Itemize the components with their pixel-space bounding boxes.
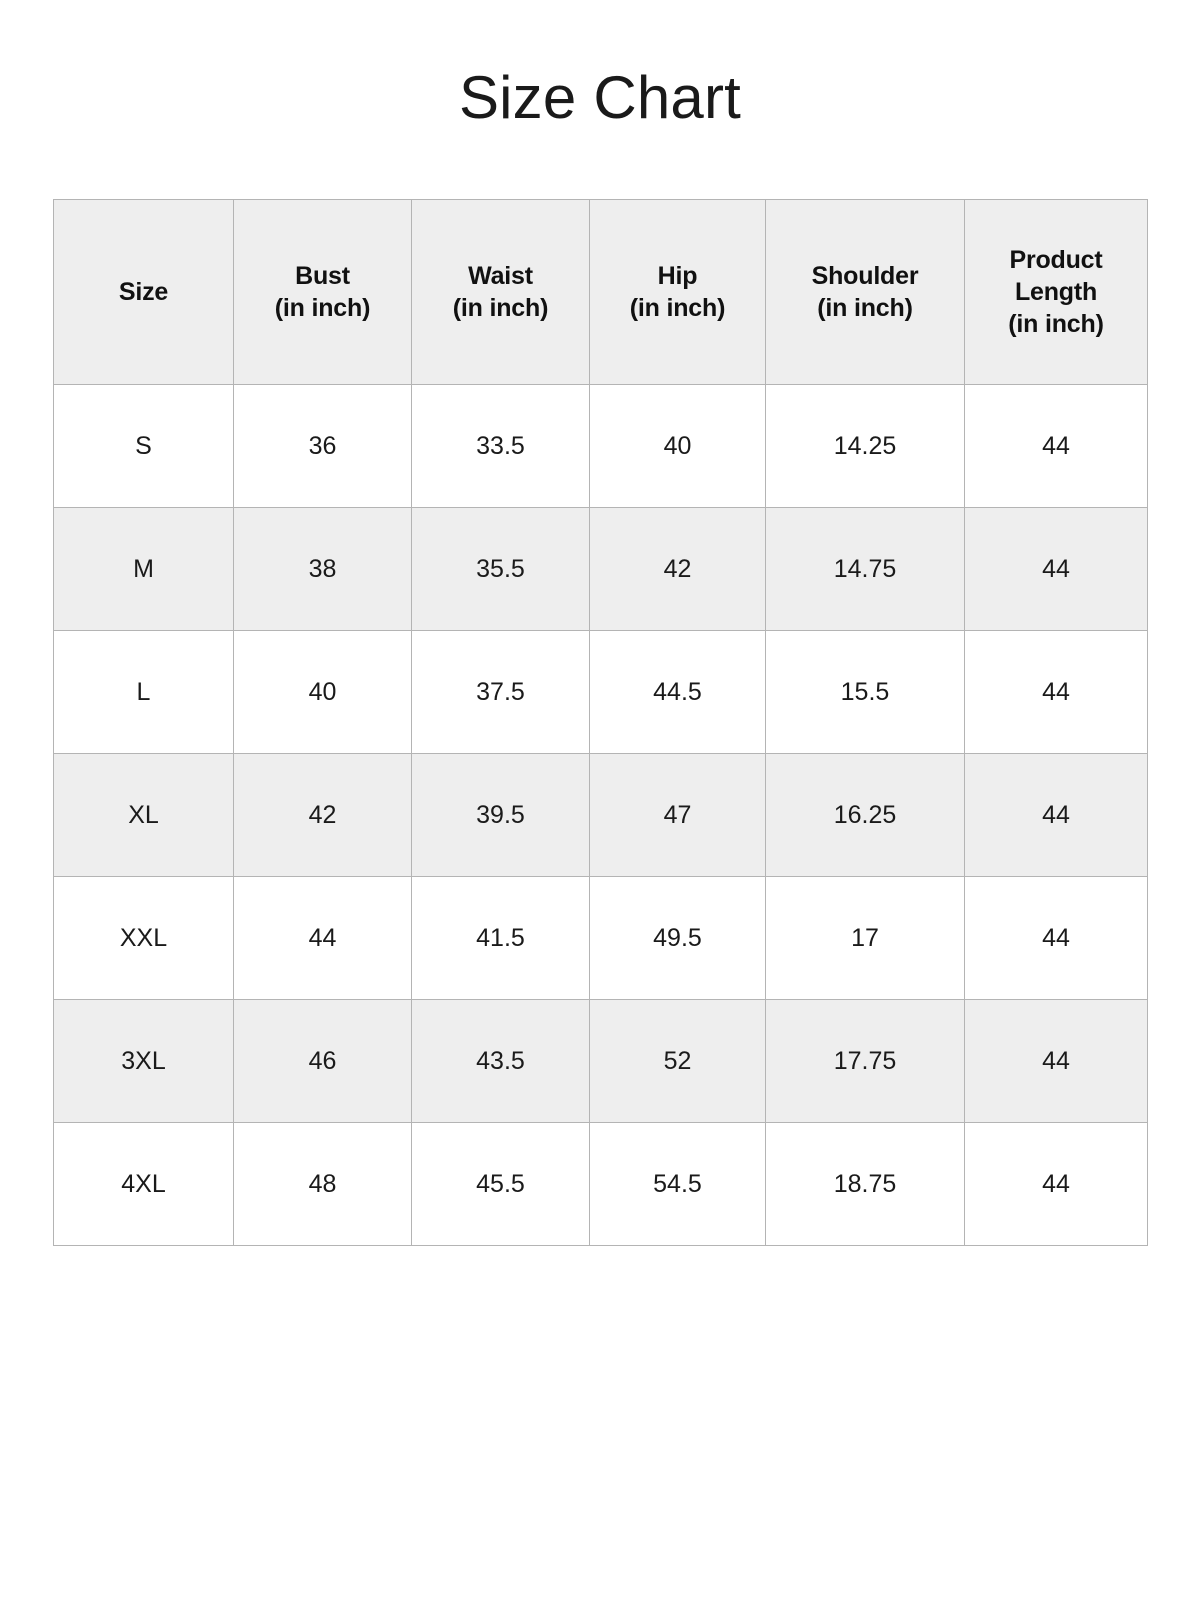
cell-waist: 41.5 (411, 876, 590, 1000)
cell-waist: 37.5 (411, 630, 590, 754)
cell-waist: 33.5 (411, 384, 590, 508)
cell-hip: 47 (589, 753, 766, 877)
cell-bust: 42 (233, 753, 412, 877)
cell-bust: 36 (233, 384, 412, 508)
cell-waist: 45.5 (411, 1122, 590, 1246)
column-header-waist-line2: (in inch) (452, 294, 549, 322)
cell-hip: 42 (589, 507, 766, 631)
cell-shoulder: 15.5 (765, 630, 965, 754)
column-header-product-length: Product Length (in inch) (964, 199, 1148, 385)
cell-size: M (53, 507, 234, 631)
column-header-bust-line2: (in inch) (274, 294, 371, 322)
cell-shoulder: 14.25 (765, 384, 965, 508)
cell-product-length: 44 (964, 876, 1148, 1000)
cell-waist: 35.5 (411, 507, 590, 631)
cell-product-length: 44 (964, 753, 1148, 877)
cell-shoulder: 17 (765, 876, 965, 1000)
table-header: Size Bust (in inch) Waist (in inch) Hip … (53, 199, 1148, 385)
column-header-waist-line1: Waist (468, 262, 533, 290)
column-header-product-length-line3: (in inch) (1008, 310, 1104, 338)
cell-product-length: 44 (964, 384, 1148, 508)
page-title: Size Chart (458, 64, 742, 131)
cell-hip: 52 (589, 999, 766, 1123)
cell-shoulder: 16.25 (765, 753, 965, 877)
cell-waist: 43.5 (411, 999, 590, 1123)
table-row: XXL 44 41.5 49.5 17 44 (53, 876, 1148, 1000)
cell-bust: 44 (233, 876, 412, 1000)
cell-product-length: 44 (964, 630, 1148, 754)
column-header-shoulder-line1: Shoulder (811, 262, 919, 290)
table-row: L 40 37.5 44.5 15.5 44 (53, 630, 1148, 754)
cell-bust: 46 (233, 999, 412, 1123)
cell-size: 3XL (53, 999, 234, 1123)
size-chart-table-container: Size Bust (in inch) Waist (in inch) Hip … (53, 199, 1148, 1246)
column-header-hip-line1: Hip (657, 262, 698, 290)
column-header-size-line1: Size (118, 278, 169, 306)
table-row: 4XL 48 45.5 54.5 18.75 44 (53, 1122, 1148, 1246)
cell-waist: 39.5 (411, 753, 590, 877)
table-row: 3XL 46 43.5 52 17.75 44 (53, 999, 1148, 1123)
column-header-waist: Waist (in inch) (411, 199, 590, 385)
cell-product-length: 44 (964, 999, 1148, 1123)
cell-shoulder: 18.75 (765, 1122, 965, 1246)
column-header-hip: Hip (in inch) (589, 199, 766, 385)
column-header-product-length-line1: Product (1009, 246, 1103, 274)
cell-hip: 44.5 (589, 630, 766, 754)
cell-hip: 54.5 (589, 1122, 766, 1246)
table-body: S 36 33.5 40 14.25 44 M 38 35.5 42 14.75… (53, 384, 1148, 1246)
cell-size: XXL (53, 876, 234, 1000)
column-header-shoulder-line2: (in inch) (817, 294, 913, 322)
cell-size: S (53, 384, 234, 508)
cell-hip: 40 (589, 384, 766, 508)
column-header-shoulder: Shoulder (in inch) (765, 199, 965, 385)
table-header-row: Size Bust (in inch) Waist (in inch) Hip … (53, 199, 1148, 385)
size-chart-table: Size Bust (in inch) Waist (in inch) Hip … (53, 199, 1148, 1246)
cell-bust: 40 (233, 630, 412, 754)
column-header-product-length-line2: Length (1014, 278, 1098, 306)
table-row: XL 42 39.5 47 16.25 44 (53, 753, 1148, 877)
table-row: M 38 35.5 42 14.75 44 (53, 507, 1148, 631)
table-row: S 36 33.5 40 14.25 44 (53, 384, 1148, 508)
column-header-hip-line2: (in inch) (629, 294, 726, 322)
column-header-bust: Bust (in inch) (233, 199, 412, 385)
cell-bust: 38 (233, 507, 412, 631)
cell-bust: 48 (233, 1122, 412, 1246)
cell-size: L (53, 630, 234, 754)
cell-product-length: 44 (964, 507, 1148, 631)
cell-hip: 49.5 (589, 876, 766, 1000)
cell-shoulder: 17.75 (765, 999, 965, 1123)
column-header-bust-line1: Bust (295, 262, 350, 290)
cell-size: 4XL (53, 1122, 234, 1246)
cell-size: XL (53, 753, 234, 877)
cell-product-length: 44 (964, 1122, 1148, 1246)
column-header-size: Size (53, 199, 234, 385)
cell-shoulder: 14.75 (765, 507, 965, 631)
